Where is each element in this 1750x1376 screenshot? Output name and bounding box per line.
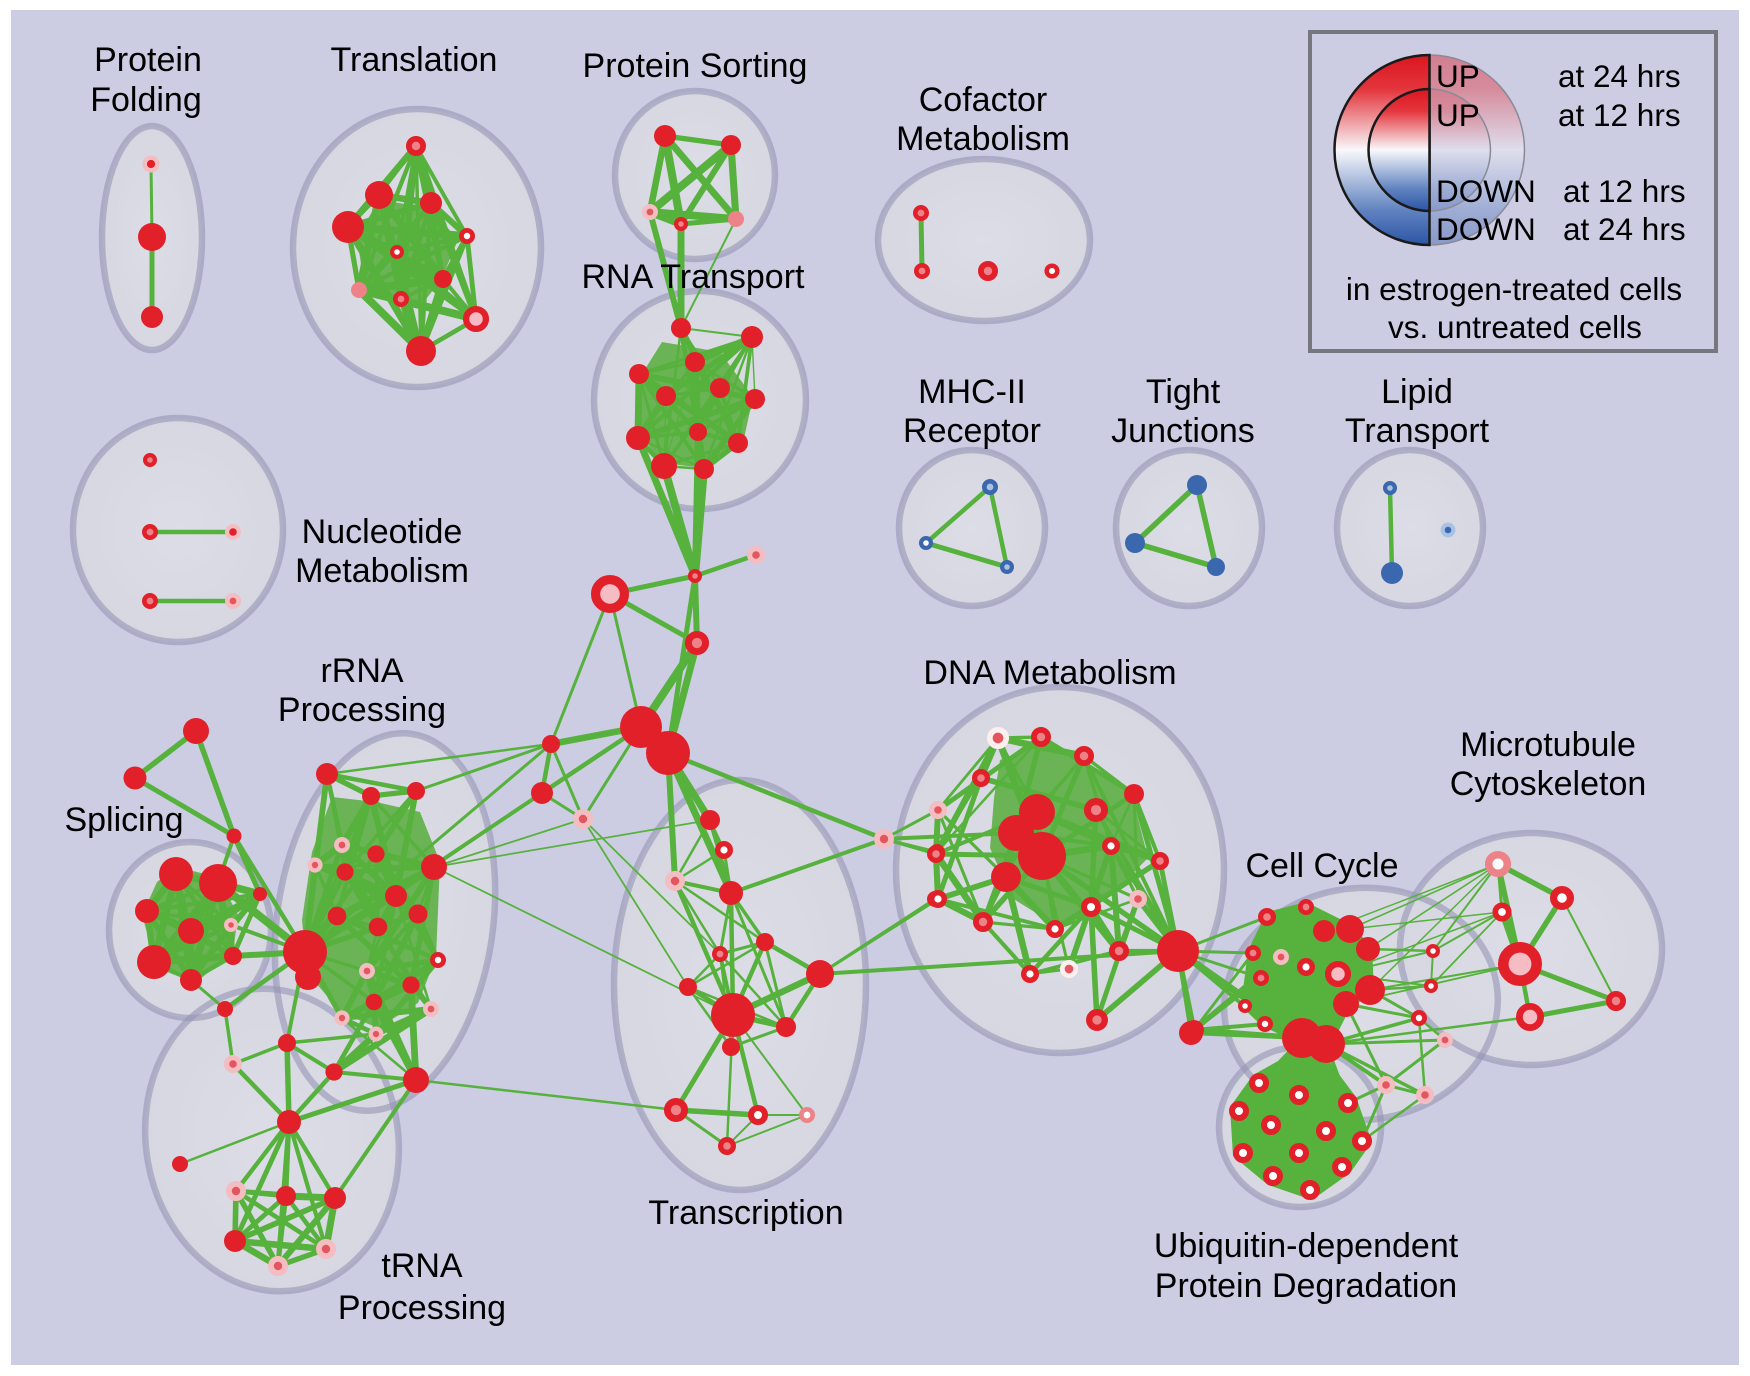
svg-text:Microtubule: Microtubule <box>1460 726 1636 764</box>
svg-text:Receptor: Receptor <box>903 412 1041 450</box>
svg-text:Protein Sorting: Protein Sorting <box>583 47 808 85</box>
svg-text:at 24 hrs: at 24 hrs <box>1563 211 1686 247</box>
svg-text:DOWN: DOWN <box>1436 173 1536 209</box>
svg-text:Processing: Processing <box>278 691 446 729</box>
svg-text:tRNA: tRNA <box>381 1247 463 1285</box>
svg-text:at 12 hrs: at 12 hrs <box>1558 97 1681 133</box>
svg-text:Metabolism: Metabolism <box>896 120 1070 158</box>
svg-text:Processing: Processing <box>338 1289 506 1327</box>
svg-text:Ubiquitin-dependent: Ubiquitin-dependent <box>1154 1227 1459 1265</box>
svg-text:at 12 hrs: at 12 hrs <box>1563 173 1686 209</box>
svg-text:Cofactor: Cofactor <box>919 81 1048 119</box>
svg-text:in estrogen-treated cells: in estrogen-treated cells <box>1346 271 1682 307</box>
svg-text:DNA Metabolism: DNA Metabolism <box>923 654 1176 692</box>
svg-text:rRNA: rRNA <box>320 652 403 690</box>
svg-text:Translation: Translation <box>331 41 498 79</box>
svg-text:UP: UP <box>1436 58 1480 94</box>
svg-text:DOWN: DOWN <box>1436 211 1536 247</box>
svg-text:MHC-II: MHC-II <box>918 373 1026 411</box>
svg-text:UP: UP <box>1436 97 1480 133</box>
svg-text:Transcription: Transcription <box>648 1194 843 1232</box>
svg-text:RNA Transport: RNA Transport <box>582 258 806 296</box>
svg-text:Lipid: Lipid <box>1381 373 1453 411</box>
svg-text:Protein Degradation: Protein Degradation <box>1155 1267 1457 1305</box>
svg-text:Splicing: Splicing <box>64 801 183 839</box>
svg-text:Protein: Protein <box>94 41 202 79</box>
svg-text:Cell Cycle: Cell Cycle <box>1245 847 1398 885</box>
svg-text:Folding: Folding <box>90 81 202 119</box>
svg-text:at 24 hrs: at 24 hrs <box>1558 58 1681 94</box>
svg-text:Cytoskeleton: Cytoskeleton <box>1450 765 1647 803</box>
svg-text:Nucleotide: Nucleotide <box>302 513 463 551</box>
svg-text:Metabolism: Metabolism <box>295 552 469 590</box>
svg-text:Junctions: Junctions <box>1111 412 1255 450</box>
svg-text:Transport: Transport <box>1345 412 1490 450</box>
svg-text:vs. untreated cells: vs. untreated cells <box>1388 309 1642 345</box>
svg-text:Tight: Tight <box>1146 373 1221 411</box>
